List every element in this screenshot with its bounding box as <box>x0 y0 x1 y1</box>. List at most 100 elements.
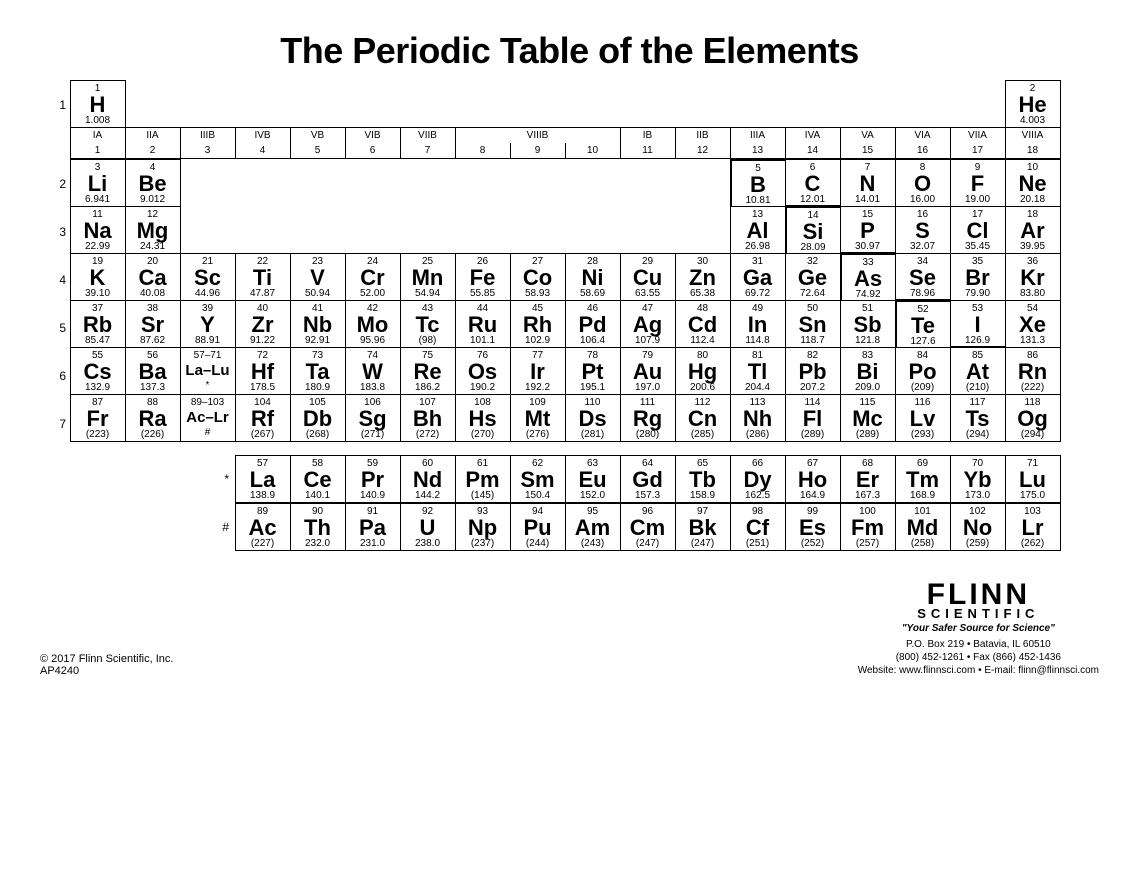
element-symbol: Tm <box>896 469 950 491</box>
element-cell: 105Db(268) <box>290 394 346 442</box>
element-symbol: Pa <box>346 517 400 539</box>
flinn-logo: FLINN <box>858 581 1099 608</box>
element-cell: 1H1.008 <box>70 80 126 128</box>
element-symbol: Bk <box>676 517 730 539</box>
element-cell: 7N14.01 <box>840 159 896 207</box>
element-symbol: Ac <box>236 517 290 539</box>
element-symbol: Er <box>841 469 895 491</box>
element-cell: 64Gd157.3 <box>620 455 676 503</box>
element-cell: 68Er167.3 <box>840 455 896 503</box>
atomic-mass: 197.0 <box>621 383 675 393</box>
group-label-num: 15 <box>840 143 896 159</box>
period-label: 7 <box>48 417 66 431</box>
element-cell: 72Hf178.5 <box>235 347 291 395</box>
element-symbol: H <box>71 94 125 116</box>
element-cell: 111Rg(280) <box>620 394 676 442</box>
atomic-mass: 101.1 <box>456 336 510 346</box>
atomic-mass: 162.5 <box>731 491 785 501</box>
atomic-mass: 92.91 <box>291 336 345 346</box>
footer: © 2017 Flinn Scientific, Inc. AP4240 FLI… <box>40 581 1099 677</box>
element-cell: 36Kr83.80 <box>1005 253 1061 301</box>
group-label-old: VB <box>290 127 346 143</box>
element-cell: 115Mc(289) <box>840 394 896 442</box>
element-symbol: Cm <box>621 517 675 539</box>
empty-cell <box>785 80 840 127</box>
atomic-mass: 85.47 <box>71 336 125 346</box>
element-cell: 63Eu152.0 <box>565 455 621 503</box>
empty-cell <box>895 80 950 127</box>
element-cell: 103Lr(262) <box>1005 503 1061 551</box>
element-cell: 17Cl35.45 <box>950 206 1006 254</box>
group-label-num: 4 <box>235 143 291 159</box>
group-label-old: VIIIB <box>455 127 621 143</box>
element-symbol: Ba <box>126 361 180 383</box>
group-label-num: 18 <box>1005 143 1061 159</box>
element-cell: 73Ta180.9 <box>290 347 346 395</box>
atomic-number: 57–71 <box>181 351 235 361</box>
element-symbol: Og <box>1006 408 1060 430</box>
element-symbol: Ds <box>566 408 620 430</box>
element-cell: 13Al26.98 <box>730 206 786 254</box>
group-label-old: IA <box>70 127 126 143</box>
element-symbol: Xe <box>1006 314 1060 336</box>
atomic-mass: 132.9 <box>71 383 125 393</box>
element-symbol: No <box>951 517 1005 539</box>
element-cell: 109Mt(276) <box>510 394 566 442</box>
atomic-mass: (270) <box>456 430 510 440</box>
atomic-mass: 58.93 <box>511 289 565 299</box>
atomic-mass: 4.003 <box>1006 116 1060 126</box>
period-label: 4 <box>48 273 66 287</box>
element-symbol: As <box>842 268 895 290</box>
element-cell: 10Ne20.18 <box>1005 159 1061 207</box>
group-label-num: 17 <box>950 143 1006 159</box>
atomic-mass: 87.62 <box>126 336 180 346</box>
empty-cell <box>510 159 565 206</box>
atomic-mass: 63.55 <box>621 289 675 299</box>
element-cell: 2He4.003 <box>1005 80 1061 128</box>
element-cell: 102No(259) <box>950 503 1006 551</box>
atomic-mass: 118.7 <box>786 336 840 346</box>
group-label-old: IB <box>620 127 676 143</box>
group-label-old: VIA <box>895 127 951 143</box>
element-cell: 78Pt195.1 <box>565 347 621 395</box>
element-cell: 71Lu175.0 <box>1005 455 1061 503</box>
atomic-mass: (247) <box>621 539 675 549</box>
element-symbol: Zn <box>676 267 730 289</box>
group-label-num: 7 <box>400 143 456 159</box>
element-cell: 6C12.01 <box>785 159 841 207</box>
atomic-mass: 157.3 <box>621 491 675 501</box>
element-symbol: Na <box>71 220 125 242</box>
element-symbol: Eu <box>566 469 620 491</box>
atomic-mass: 209.0 <box>841 383 895 393</box>
empty-cell <box>290 159 345 206</box>
element-symbol: V <box>291 267 345 289</box>
element-symbol: Th <box>291 517 345 539</box>
element-cell: 44Ru101.1 <box>455 300 511 348</box>
element-cell: 27Co58.93 <box>510 253 566 301</box>
element-cell: 96Cm(247) <box>620 503 676 551</box>
empty-cell <box>455 159 510 206</box>
element-cell: 114Fl(289) <box>785 394 841 442</box>
atomic-mass: (276) <box>511 430 565 440</box>
element-symbol: F <box>951 173 1005 195</box>
element-symbol: Ni <box>566 267 620 289</box>
element-cell: 14Si28.09 <box>785 206 841 254</box>
element-cell: 107Bh(272) <box>400 394 456 442</box>
element-symbol: C <box>786 173 840 195</box>
atomic-mass: 72.64 <box>786 289 840 299</box>
atomic-mass: (267) <box>236 430 290 440</box>
flinn-address-3: Website: www.flinnsci.com • E-mail: flin… <box>858 664 1099 677</box>
element-cell: 106Sg(271) <box>345 394 401 442</box>
atomic-mass: (280) <box>621 430 675 440</box>
element-cell: 38Sr87.62 <box>125 300 181 348</box>
group-label-num: 1 <box>70 143 126 159</box>
element-cell: 92U238.0 <box>400 503 456 551</box>
atomic-mass: 186.2 <box>401 383 455 393</box>
element-cell: 101Md(258) <box>895 503 951 551</box>
group-label-old: IVB <box>235 127 291 143</box>
element-cell: 97Bk(247) <box>675 503 731 551</box>
empty-cell <box>620 80 675 127</box>
atomic-mass: 52.00 <box>346 289 400 299</box>
element-symbol: Cn <box>676 408 730 430</box>
element-symbol: Ti <box>236 267 290 289</box>
